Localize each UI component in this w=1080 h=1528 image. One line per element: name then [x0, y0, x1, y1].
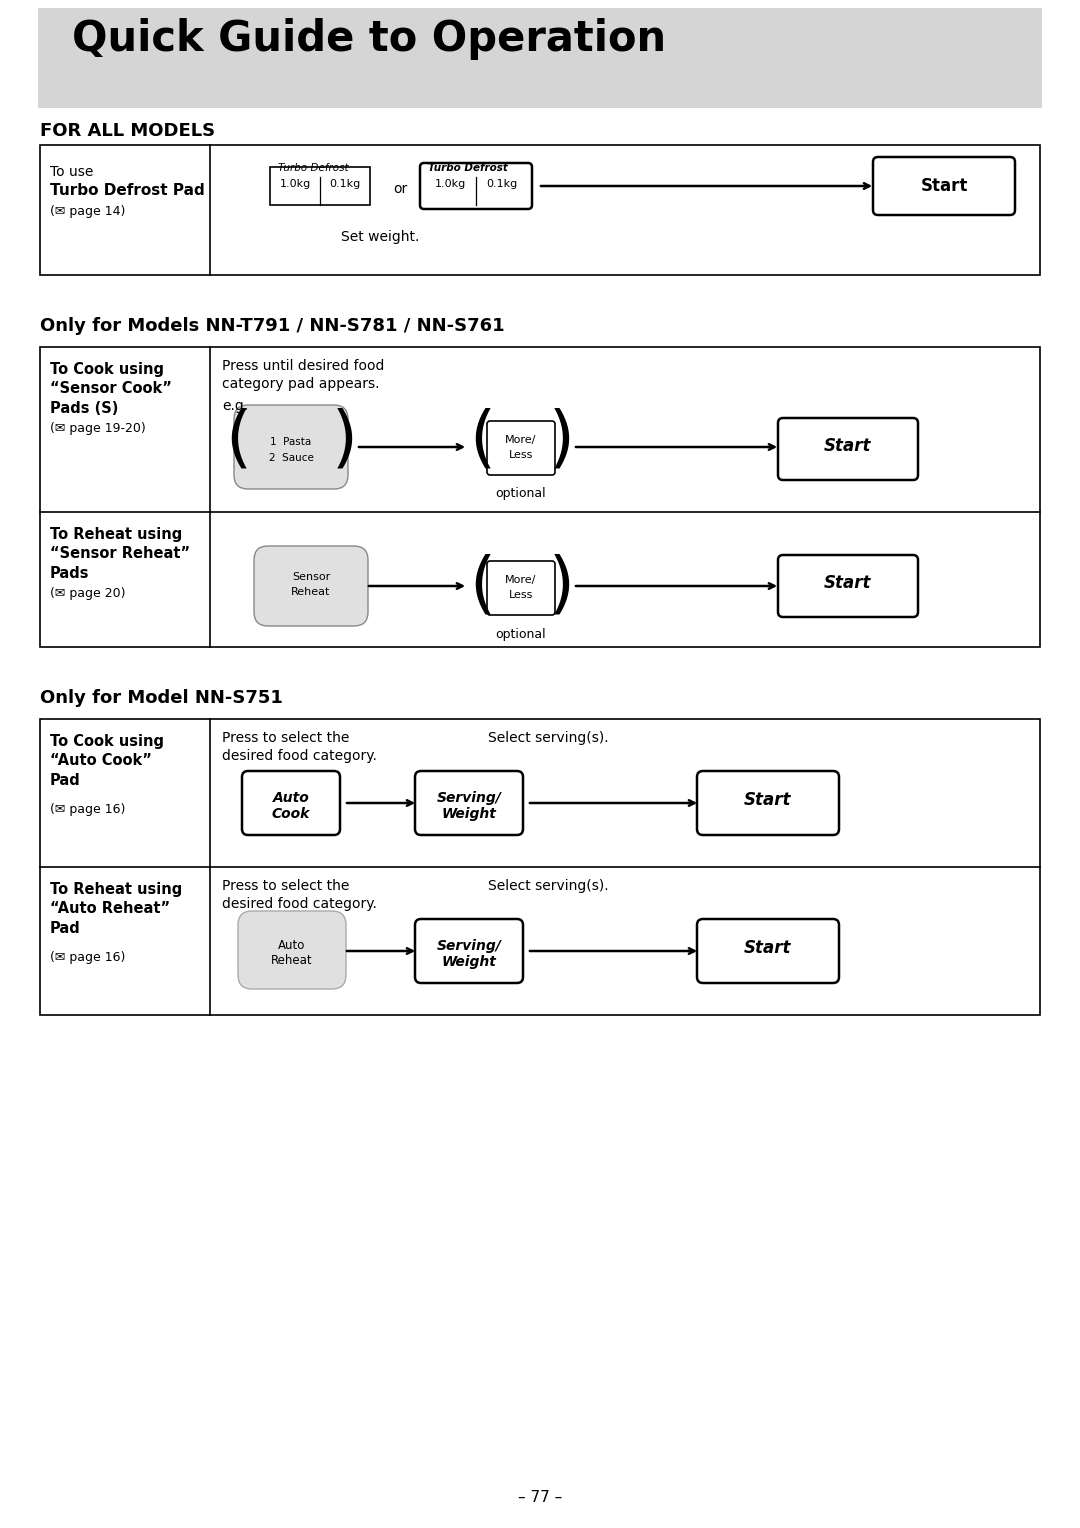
Text: (✉ page 20): (✉ page 20) [50, 587, 125, 601]
Text: Select serving(s).: Select serving(s). [488, 879, 609, 892]
Text: “Auto Cook”: “Auto Cook” [50, 753, 152, 769]
Text: ): ) [549, 555, 575, 620]
Text: To Reheat using: To Reheat using [50, 527, 183, 542]
Text: Select serving(s).: Select serving(s). [488, 730, 609, 746]
Text: Cook: Cook [272, 807, 310, 821]
Text: or: or [393, 182, 407, 196]
Text: optional: optional [496, 628, 546, 642]
FancyBboxPatch shape [873, 157, 1015, 215]
Text: ): ) [332, 406, 357, 474]
Text: (✉ page 16): (✉ page 16) [50, 804, 125, 816]
Text: Start: Start [920, 177, 968, 196]
FancyBboxPatch shape [234, 405, 348, 489]
FancyBboxPatch shape [697, 772, 839, 834]
Text: desired food category.: desired food category. [222, 897, 377, 911]
Text: optional: optional [496, 487, 546, 500]
FancyBboxPatch shape [254, 545, 368, 626]
FancyBboxPatch shape [487, 561, 555, 614]
Text: Pad: Pad [50, 773, 81, 788]
FancyBboxPatch shape [697, 918, 839, 983]
FancyBboxPatch shape [242, 772, 340, 834]
Text: To use: To use [50, 165, 93, 179]
Text: “Auto Reheat”: “Auto Reheat” [50, 902, 171, 915]
Text: Less: Less [509, 451, 534, 460]
Text: Pads (S): Pads (S) [50, 400, 119, 416]
Text: FOR ALL MODELS: FOR ALL MODELS [40, 122, 215, 141]
Bar [40, 720, 1040, 1015]
Text: Weight: Weight [442, 807, 497, 821]
Text: Pads: Pads [50, 565, 90, 581]
Text: Start: Start [744, 792, 792, 808]
Text: More/: More/ [505, 435, 537, 445]
FancyBboxPatch shape [420, 163, 532, 209]
Text: Only for Model NN-S751: Only for Model NN-S751 [40, 689, 283, 707]
FancyBboxPatch shape [238, 911, 346, 989]
Text: Press until desired food: Press until desired food [222, 359, 384, 373]
Text: 0.1kg: 0.1kg [329, 179, 361, 189]
Text: Start: Start [824, 437, 872, 455]
Text: (✉ page 14): (✉ page 14) [50, 205, 125, 219]
Text: Serving/: Serving/ [436, 792, 501, 805]
Text: Turbo Defrost Pad: Turbo Defrost Pad [50, 183, 205, 199]
Text: Press to select the: Press to select the [222, 730, 349, 746]
Bar [40, 347, 1040, 646]
Bar [270, 167, 370, 205]
Text: “Sensor Reheat”: “Sensor Reheat” [50, 545, 190, 561]
Text: 0.1kg: 0.1kg [486, 179, 517, 189]
Text: Reheat: Reheat [292, 587, 330, 597]
Text: Only for Models NN-T791 / NN-S781 / NN-S761: Only for Models NN-T791 / NN-S781 / NN-S… [40, 316, 504, 335]
Text: Auto: Auto [279, 940, 306, 952]
Text: (: ( [469, 555, 495, 620]
Text: (✉ page 16): (✉ page 16) [50, 950, 125, 964]
Text: Turbo Defrost: Turbo Defrost [428, 163, 508, 173]
Text: 2  Sauce: 2 Sauce [269, 452, 313, 463]
Text: Auto: Auto [272, 792, 309, 805]
Text: (: ( [469, 406, 495, 474]
Text: – 77 –: – 77 – [518, 1490, 562, 1505]
Bar [38, 8, 1042, 108]
FancyBboxPatch shape [487, 422, 555, 475]
Text: Serving/: Serving/ [436, 940, 501, 953]
Text: Pad: Pad [50, 921, 81, 937]
Bar [40, 145, 1040, 275]
Text: desired food category.: desired food category. [222, 749, 377, 762]
Text: Weight: Weight [442, 955, 497, 969]
Text: ): ) [549, 406, 575, 474]
Text: 1.0kg: 1.0kg [280, 179, 311, 189]
FancyBboxPatch shape [415, 772, 523, 834]
Text: e.g.: e.g. [222, 399, 248, 413]
Text: Press to select the: Press to select the [222, 879, 349, 892]
FancyBboxPatch shape [415, 918, 523, 983]
Text: Start: Start [744, 940, 792, 957]
Text: To Cook using: To Cook using [50, 733, 164, 749]
Text: 1.0kg: 1.0kg [434, 179, 465, 189]
FancyBboxPatch shape [778, 555, 918, 617]
Text: (: ( [225, 406, 251, 474]
Text: To Reheat using: To Reheat using [50, 882, 183, 897]
Text: Sensor: Sensor [292, 571, 330, 582]
Text: Start: Start [824, 575, 872, 591]
Text: Reheat: Reheat [271, 953, 313, 967]
Text: Quick Guide to Operation: Quick Guide to Operation [72, 18, 666, 60]
Text: Less: Less [509, 590, 534, 601]
Text: “Sensor Cook”: “Sensor Cook” [50, 380, 172, 396]
Text: Set weight.: Set weight. [341, 231, 419, 244]
Text: Turbo Defrost: Turbo Defrost [278, 163, 349, 173]
Text: category pad appears.: category pad appears. [222, 377, 379, 391]
Text: To Cook using: To Cook using [50, 362, 164, 377]
Text: (✉ page 19-20): (✉ page 19-20) [50, 422, 146, 435]
Text: 1  Pasta: 1 Pasta [270, 437, 312, 448]
Text: More/: More/ [505, 575, 537, 585]
FancyBboxPatch shape [778, 419, 918, 480]
